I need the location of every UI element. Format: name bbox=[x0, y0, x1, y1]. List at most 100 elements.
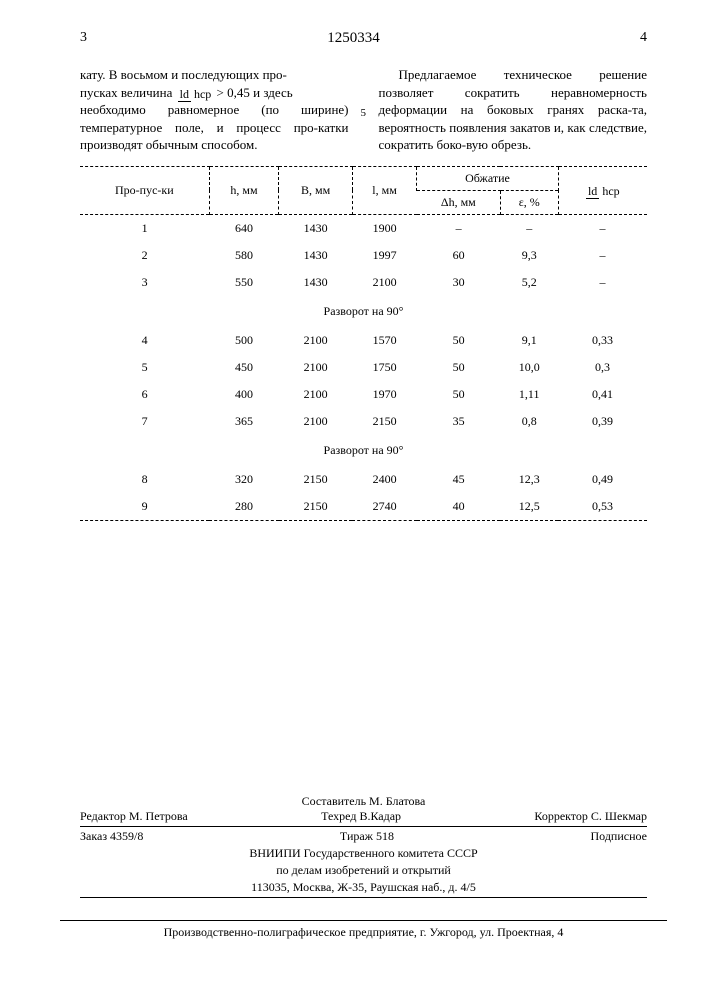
table-cell: 2100 bbox=[279, 327, 352, 354]
table-cell: 7 bbox=[80, 408, 209, 435]
col-h3: B, мм bbox=[279, 166, 352, 214]
table-cell: 365 bbox=[209, 408, 279, 435]
table-cell: 45 bbox=[417, 466, 501, 493]
left-text-3: необходимо равномерное (по ширине) темпе… bbox=[80, 102, 349, 152]
table-cell: 2150 bbox=[352, 408, 417, 435]
org2: по делам изобретений и открытий bbox=[80, 863, 647, 878]
table-cell: 1570 bbox=[352, 327, 417, 354]
table-cell: 40 bbox=[417, 493, 501, 521]
table-cell: 5 bbox=[80, 354, 209, 381]
table-cell: 4 bbox=[80, 327, 209, 354]
table-cell: 35 bbox=[417, 408, 501, 435]
table-cell: – bbox=[558, 214, 647, 242]
table-cell: 1900 bbox=[352, 214, 417, 242]
order: Заказ 4359/8 bbox=[80, 829, 143, 844]
table-cell: – bbox=[500, 214, 558, 242]
table-cell: 1997 bbox=[352, 242, 417, 269]
table-row: 450021001570509,10,33 bbox=[80, 327, 647, 354]
table-row: 164014301900––– bbox=[80, 214, 647, 242]
table-cell: 12,3 bbox=[500, 466, 558, 493]
table-cell: 9,3 bbox=[500, 242, 558, 269]
compiler: Составитель М. Блатова bbox=[80, 794, 647, 809]
table-cell: 50 bbox=[417, 354, 501, 381]
col-h6: ld hср bbox=[558, 166, 647, 214]
table-cell: 0,53 bbox=[558, 493, 647, 521]
table-cell: 450 bbox=[209, 354, 279, 381]
table-cell: 1430 bbox=[279, 242, 352, 269]
table-cell: 640 bbox=[209, 214, 279, 242]
addr: 113035, Москва, Ж-35, Раушская наб., д. … bbox=[80, 880, 647, 895]
table-cell: 9 bbox=[80, 493, 209, 521]
table-cell: 580 bbox=[209, 242, 279, 269]
table-cell: 30 bbox=[417, 269, 501, 296]
tirage: Тираж 518 bbox=[340, 829, 394, 844]
table-cell: 400 bbox=[209, 381, 279, 408]
table-cell: 0,41 bbox=[558, 381, 647, 408]
table-row: 9280215027404012,50,53 bbox=[80, 493, 647, 521]
table-cell: 1,11 bbox=[500, 381, 558, 408]
footer-block: Составитель М. Блатова Редактор М. Петро… bbox=[80, 794, 647, 900]
col-h2: h, мм bbox=[209, 166, 279, 214]
table-cell: 1970 bbox=[352, 381, 417, 408]
table-cell: 9,1 bbox=[500, 327, 558, 354]
table-cell: 280 bbox=[209, 493, 279, 521]
bottom-line: Производственно-полиграфическое предприя… bbox=[60, 920, 667, 940]
col-h4: l, мм bbox=[352, 166, 417, 214]
col-h5a: Δh, мм bbox=[417, 190, 501, 214]
table-cell: 3 bbox=[80, 269, 209, 296]
table-cell: – bbox=[558, 242, 647, 269]
table-row: 640021001970501,110,41 bbox=[80, 381, 647, 408]
tech: Техред В.Кадар bbox=[321, 809, 401, 824]
table-separator: Разворот на 90° bbox=[80, 296, 647, 327]
table-row: 736521002150350,80,39 bbox=[80, 408, 647, 435]
table-cell: 320 bbox=[209, 466, 279, 493]
org1: ВНИИПИ Государственного комитета СССР bbox=[80, 846, 647, 861]
table-cell: 2100 bbox=[279, 408, 352, 435]
table-cell: 1 bbox=[80, 214, 209, 242]
table-cell: 1430 bbox=[279, 214, 352, 242]
col-h5: Обжатие bbox=[417, 166, 558, 190]
sub: Подписное bbox=[591, 829, 648, 844]
table-cell: 5,2 bbox=[500, 269, 558, 296]
data-table: Про-пус-ки h, мм B, мм l, мм Обжатие ld … bbox=[80, 166, 647, 521]
table-cell: 12,5 bbox=[500, 493, 558, 521]
table-cell: 2100 bbox=[279, 381, 352, 408]
table-cell: 2150 bbox=[279, 466, 352, 493]
table-cell: 550 bbox=[209, 269, 279, 296]
table-cell: 10,0 bbox=[500, 354, 558, 381]
table-cell: 2400 bbox=[352, 466, 417, 493]
table-cell: 0,8 bbox=[500, 408, 558, 435]
table-cell: 0,39 bbox=[558, 408, 647, 435]
table-cell: 60 bbox=[417, 242, 501, 269]
table-cell: 1750 bbox=[352, 354, 417, 381]
table-cell: – bbox=[417, 214, 501, 242]
table-cell: 2150 bbox=[279, 493, 352, 521]
line-marker-5: 5 bbox=[361, 106, 367, 121]
table-cell: – bbox=[558, 269, 647, 296]
table-cell: 8 bbox=[80, 466, 209, 493]
editor: Редактор М. Петрова bbox=[80, 809, 188, 824]
table-cell: 6 bbox=[80, 381, 209, 408]
table-cell: 2100 bbox=[352, 269, 417, 296]
table-row: 5450210017505010,00,3 bbox=[80, 354, 647, 381]
table-cell: 1430 bbox=[279, 269, 352, 296]
table-cell: 500 bbox=[209, 327, 279, 354]
table-cell: 50 bbox=[417, 381, 501, 408]
table-cell: 0,49 bbox=[558, 466, 647, 493]
table-separator: Разворот на 90° bbox=[80, 435, 647, 466]
table-cell: 50 bbox=[417, 327, 501, 354]
table-cell: 0,3 bbox=[558, 354, 647, 381]
table-cell: 2100 bbox=[279, 354, 352, 381]
doc-number: 1250334 bbox=[0, 30, 707, 47]
corrector: Корректор С. Шекмар bbox=[534, 809, 647, 824]
left-text-2b: > 0,45 и здесь bbox=[217, 85, 293, 100]
table-cell: 2740 bbox=[352, 493, 417, 521]
left-text-2a: пусках величина bbox=[80, 85, 176, 100]
table-row: 8320215024004512,30,49 bbox=[80, 466, 647, 493]
table-row: 355014302100305,2– bbox=[80, 269, 647, 296]
col-h1: Про-пус-ки bbox=[80, 166, 209, 214]
table-cell: 0,33 bbox=[558, 327, 647, 354]
left-text-1: кату. В восьмом и последующих про- bbox=[80, 67, 287, 82]
table-cell: 2 bbox=[80, 242, 209, 269]
col-h5b: ε, % bbox=[500, 190, 558, 214]
